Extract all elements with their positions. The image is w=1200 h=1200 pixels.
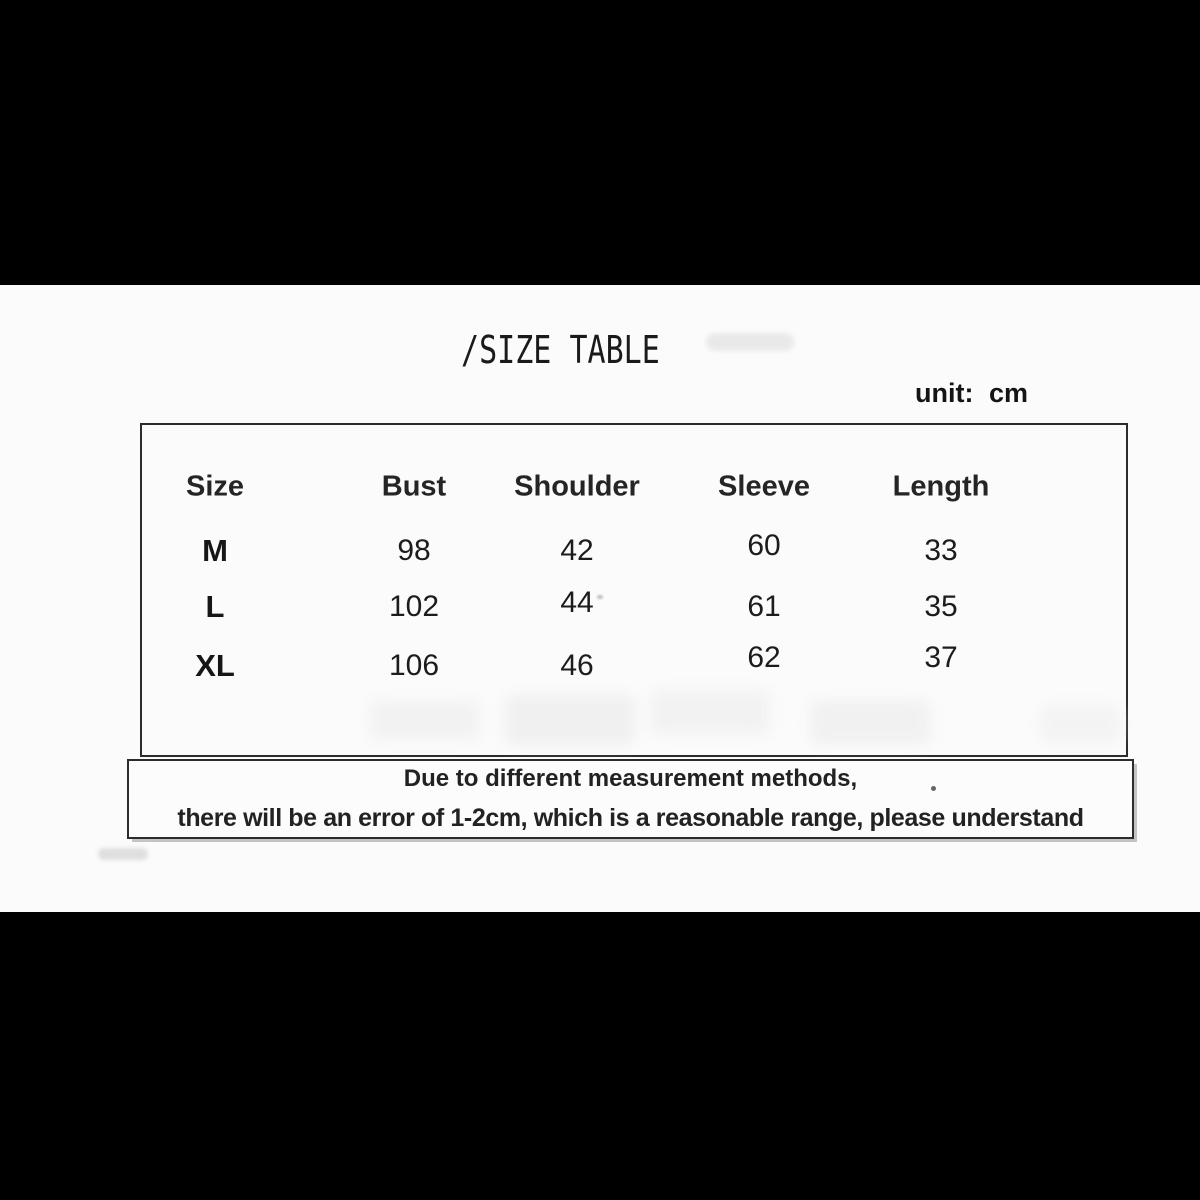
- cell-l-shoulder: 44: [560, 586, 594, 619]
- note-line-1: Due to different measurement methods,: [403, 765, 858, 792]
- cell-m-length: 33: [924, 534, 958, 567]
- cell-xl-bust: 106: [388, 649, 440, 682]
- cell-l-size: L: [205, 589, 225, 624]
- size-table: Size Bust Shoulder Sleeve Length M 98 42…: [140, 423, 1128, 757]
- cell-xl-length: 37: [924, 641, 958, 674]
- page-title: /SIZE TABLE: [461, 328, 660, 372]
- column-header-length: Length: [892, 470, 990, 503]
- cell-m-shoulder: 42: [560, 534, 594, 567]
- cell-m-sleeve: 60: [747, 529, 781, 562]
- note-line-2: there will be an error of 1-2cm, which i…: [177, 804, 1084, 832]
- cell-l-sleeve: 61: [747, 590, 781, 623]
- note-box: Due to different measurement methods, th…: [127, 759, 1134, 839]
- cell-l-bust: 102: [388, 590, 440, 623]
- column-header-shoulder: Shoulder: [514, 470, 640, 503]
- cell-xl-size: XL: [195, 648, 235, 683]
- cell-xl-sleeve: 62: [747, 641, 781, 674]
- column-header-bust: Bust: [381, 470, 447, 503]
- column-header-sleeve: Sleeve: [718, 470, 810, 503]
- cell-m-size: M: [202, 533, 228, 568]
- cell-xl-shoulder: 46: [560, 649, 594, 682]
- unit-label: unit: cm: [915, 378, 1028, 408]
- cell-m-bust: 98: [397, 534, 431, 567]
- column-header-size: Size: [185, 470, 245, 503]
- cell-l-length: 35: [924, 590, 958, 623]
